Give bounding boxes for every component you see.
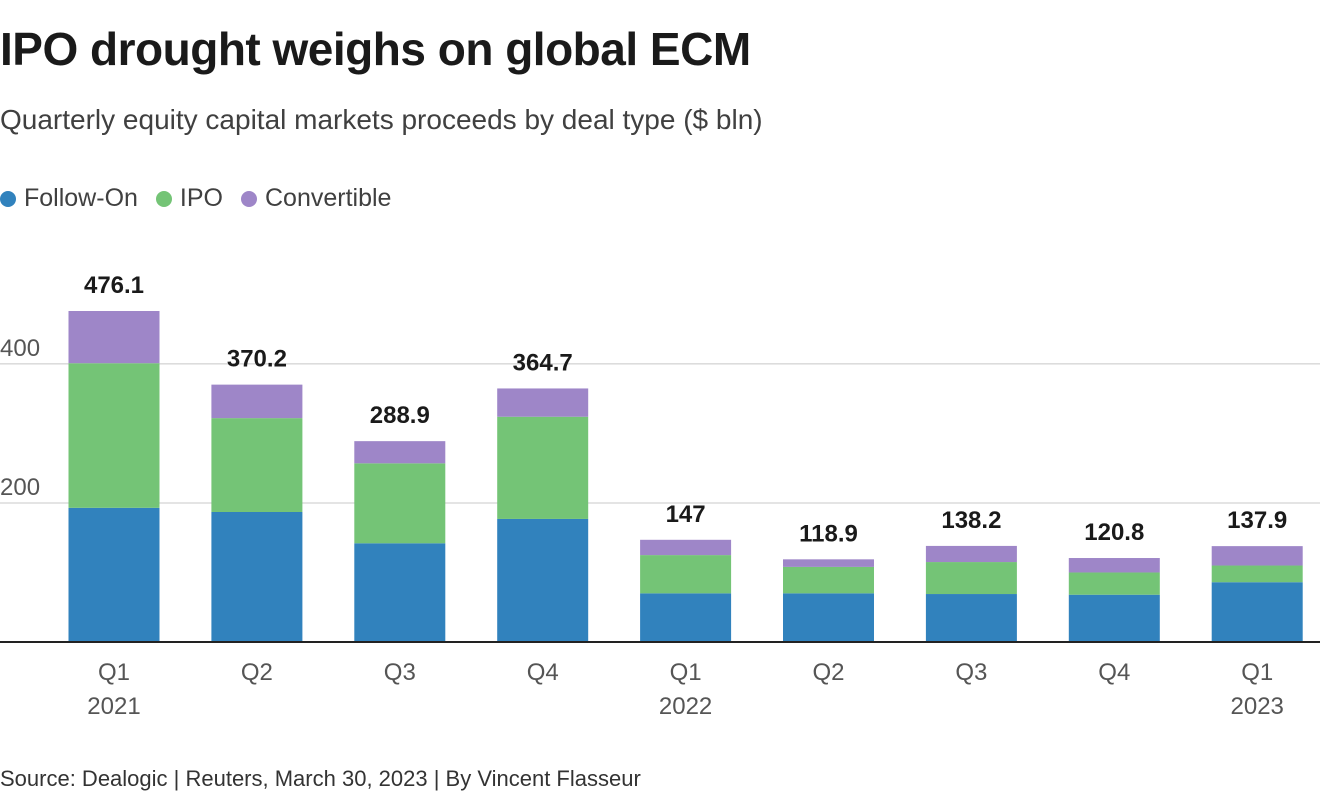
y-tick-label-200: 200 — [0, 474, 40, 501]
bar-convertible-6 — [925, 545, 1017, 563]
legend-swatch-convertible — [241, 190, 257, 207]
total-label-4: 147 — [666, 501, 706, 528]
y-tick-label-400: 400 — [0, 335, 40, 362]
bar-follow-on-3 — [497, 518, 589, 642]
legend-swatch-ipo — [155, 190, 172, 207]
x-year-label-0: 2021 — [87, 693, 140, 720]
legend-item-follow-on: Follow-On — [0, 184, 138, 213]
total-label-2: 288.9 — [370, 402, 430, 429]
bar-convertible-0 — [68, 311, 160, 364]
legend-item-convertible: Convertible — [241, 184, 391, 213]
bar-follow-on-6 — [925, 594, 1017, 642]
bar-follow-on-7 — [1068, 594, 1160, 642]
bar-ipo-0 — [68, 363, 160, 508]
bar-convertible-8 — [1211, 546, 1303, 566]
legend-label-convertible: Convertible — [265, 184, 392, 212]
bar-follow-on-4 — [640, 593, 732, 642]
x-tick-label-7: Q4 — [1098, 659, 1130, 686]
total-label-3: 364.7 — [513, 349, 573, 376]
bar-convertible-4 — [640, 539, 732, 556]
total-label-0: 476.1 — [84, 272, 144, 299]
x-year-label-8: 2023 — [1231, 693, 1284, 720]
bar-ipo-7 — [1068, 572, 1160, 595]
bar-ipo-1 — [211, 418, 303, 512]
bar-ipo-3 — [497, 416, 589, 519]
source-note: Source: Dealogic | Reuters, March 30, 20… — [0, 766, 641, 791]
total-label-1: 370.2 — [227, 346, 287, 373]
legend-swatch-follow-on — [0, 190, 16, 207]
bar-ipo-4 — [640, 555, 732, 594]
total-label-8: 137.9 — [1227, 507, 1287, 534]
legend-label-ipo: IPO — [179, 184, 223, 212]
bar-ipo-5 — [783, 566, 874, 594]
bar-ipo-8 — [1211, 565, 1303, 583]
bar-convertible-5 — [783, 559, 874, 567]
bar-ipo-6 — [925, 562, 1017, 595]
bar-convertible-7 — [1068, 558, 1160, 573]
x-tick-label-2: Q3 — [384, 659, 416, 686]
total-label-5: 118.9 — [799, 520, 858, 547]
bar-convertible-1 — [211, 384, 303, 419]
x-tick-label-0: Q1 — [98, 659, 130, 686]
bar-follow-on-5 — [783, 593, 874, 642]
bar-convertible-2 — [354, 441, 446, 464]
bar-follow-on-8 — [1211, 582, 1303, 642]
x-tick-label-6: Q3 — [955, 659, 987, 686]
x-tick-label-1: Q2 — [241, 659, 273, 686]
legend: Follow-On IPO Convertible — [0, 184, 391, 213]
chart-subtitle: Quarterly equity capital markets proceed… — [0, 104, 763, 135]
bar-ipo-2 — [354, 463, 446, 544]
x-tick-label-8: Q1 — [1241, 659, 1273, 686]
total-label-7: 120.8 — [1084, 519, 1144, 546]
stacked-bar-chart: 200 400 476.1 Q1 2021 370.2 Q2 288.9 Q3 364.7 Q4 14… — [0, 272, 1320, 720]
total-label-6: 138.2 — [941, 507, 1001, 534]
x-tick-label-5: Q2 — [812, 659, 844, 686]
x-year-label-4: 2022 — [659, 693, 712, 720]
chart-title: IPO drought weighs on global ECM — [0, 23, 751, 75]
bar-convertible-3 — [497, 388, 589, 417]
x-tick-label-3: Q4 — [527, 659, 559, 686]
bar-follow-on-1 — [211, 511, 303, 642]
legend-item-ipo: IPO — [155, 184, 223, 213]
legend-label-follow-on: Follow-On — [24, 184, 138, 212]
x-tick-label-4: Q1 — [670, 659, 702, 686]
bar-follow-on-0 — [68, 507, 160, 642]
bar-follow-on-2 — [354, 543, 446, 642]
